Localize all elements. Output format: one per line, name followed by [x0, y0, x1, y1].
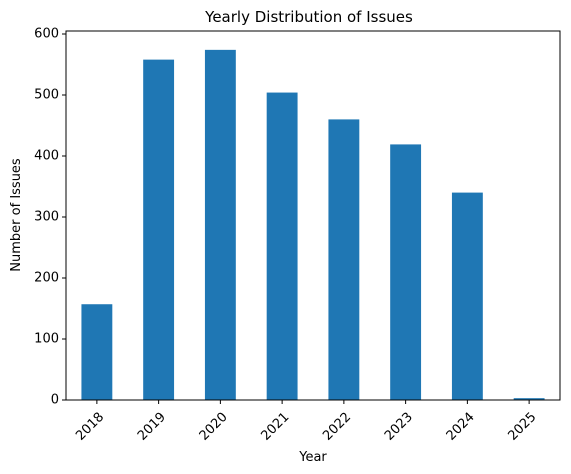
y-tick-label: 300 — [34, 210, 59, 225]
x-axis-title: Year — [298, 450, 327, 465]
bars-group — [81, 49, 545, 401]
bar-2019 — [143, 59, 175, 401]
bar-2022 — [328, 119, 360, 401]
y-axis-title: Number of Issues — [9, 158, 24, 272]
bar-2018 — [81, 304, 113, 400]
x-tick-label: 2019 — [135, 410, 169, 444]
bar-2020 — [204, 49, 236, 401]
y-tick-label: 0 — [51, 393, 59, 408]
x-tick-label: 2024 — [444, 410, 478, 444]
y-tick-label: 600 — [34, 27, 59, 42]
y-tick-label: 100 — [34, 332, 59, 347]
x-axis-ticks: 2018 2019 2020 2021 2022 2023 2024 2025 — [73, 400, 539, 444]
y-tick-label: 400 — [34, 149, 59, 164]
bar-2025 — [513, 398, 545, 400]
x-tick-label: 2025 — [505, 410, 539, 444]
x-tick-label: 2022 — [320, 410, 354, 444]
bar-2021 — [266, 92, 298, 400]
bar-2024 — [451, 192, 483, 400]
bar-2023 — [390, 144, 422, 400]
x-tick-label: 2020 — [197, 410, 231, 444]
y-tick-label: 500 — [34, 88, 59, 103]
x-tick-label: 2021 — [258, 410, 292, 444]
plot-frame — [65, 30, 561, 401]
x-tick-label: 2023 — [382, 410, 416, 444]
y-axis-ticks: 0 100 200 300 400 500 600 — [34, 27, 66, 408]
chart-title: Yearly Distribution of Issues — [204, 8, 413, 26]
x-tick-label: 2018 — [73, 410, 107, 444]
y-tick-label: 200 — [34, 271, 59, 286]
